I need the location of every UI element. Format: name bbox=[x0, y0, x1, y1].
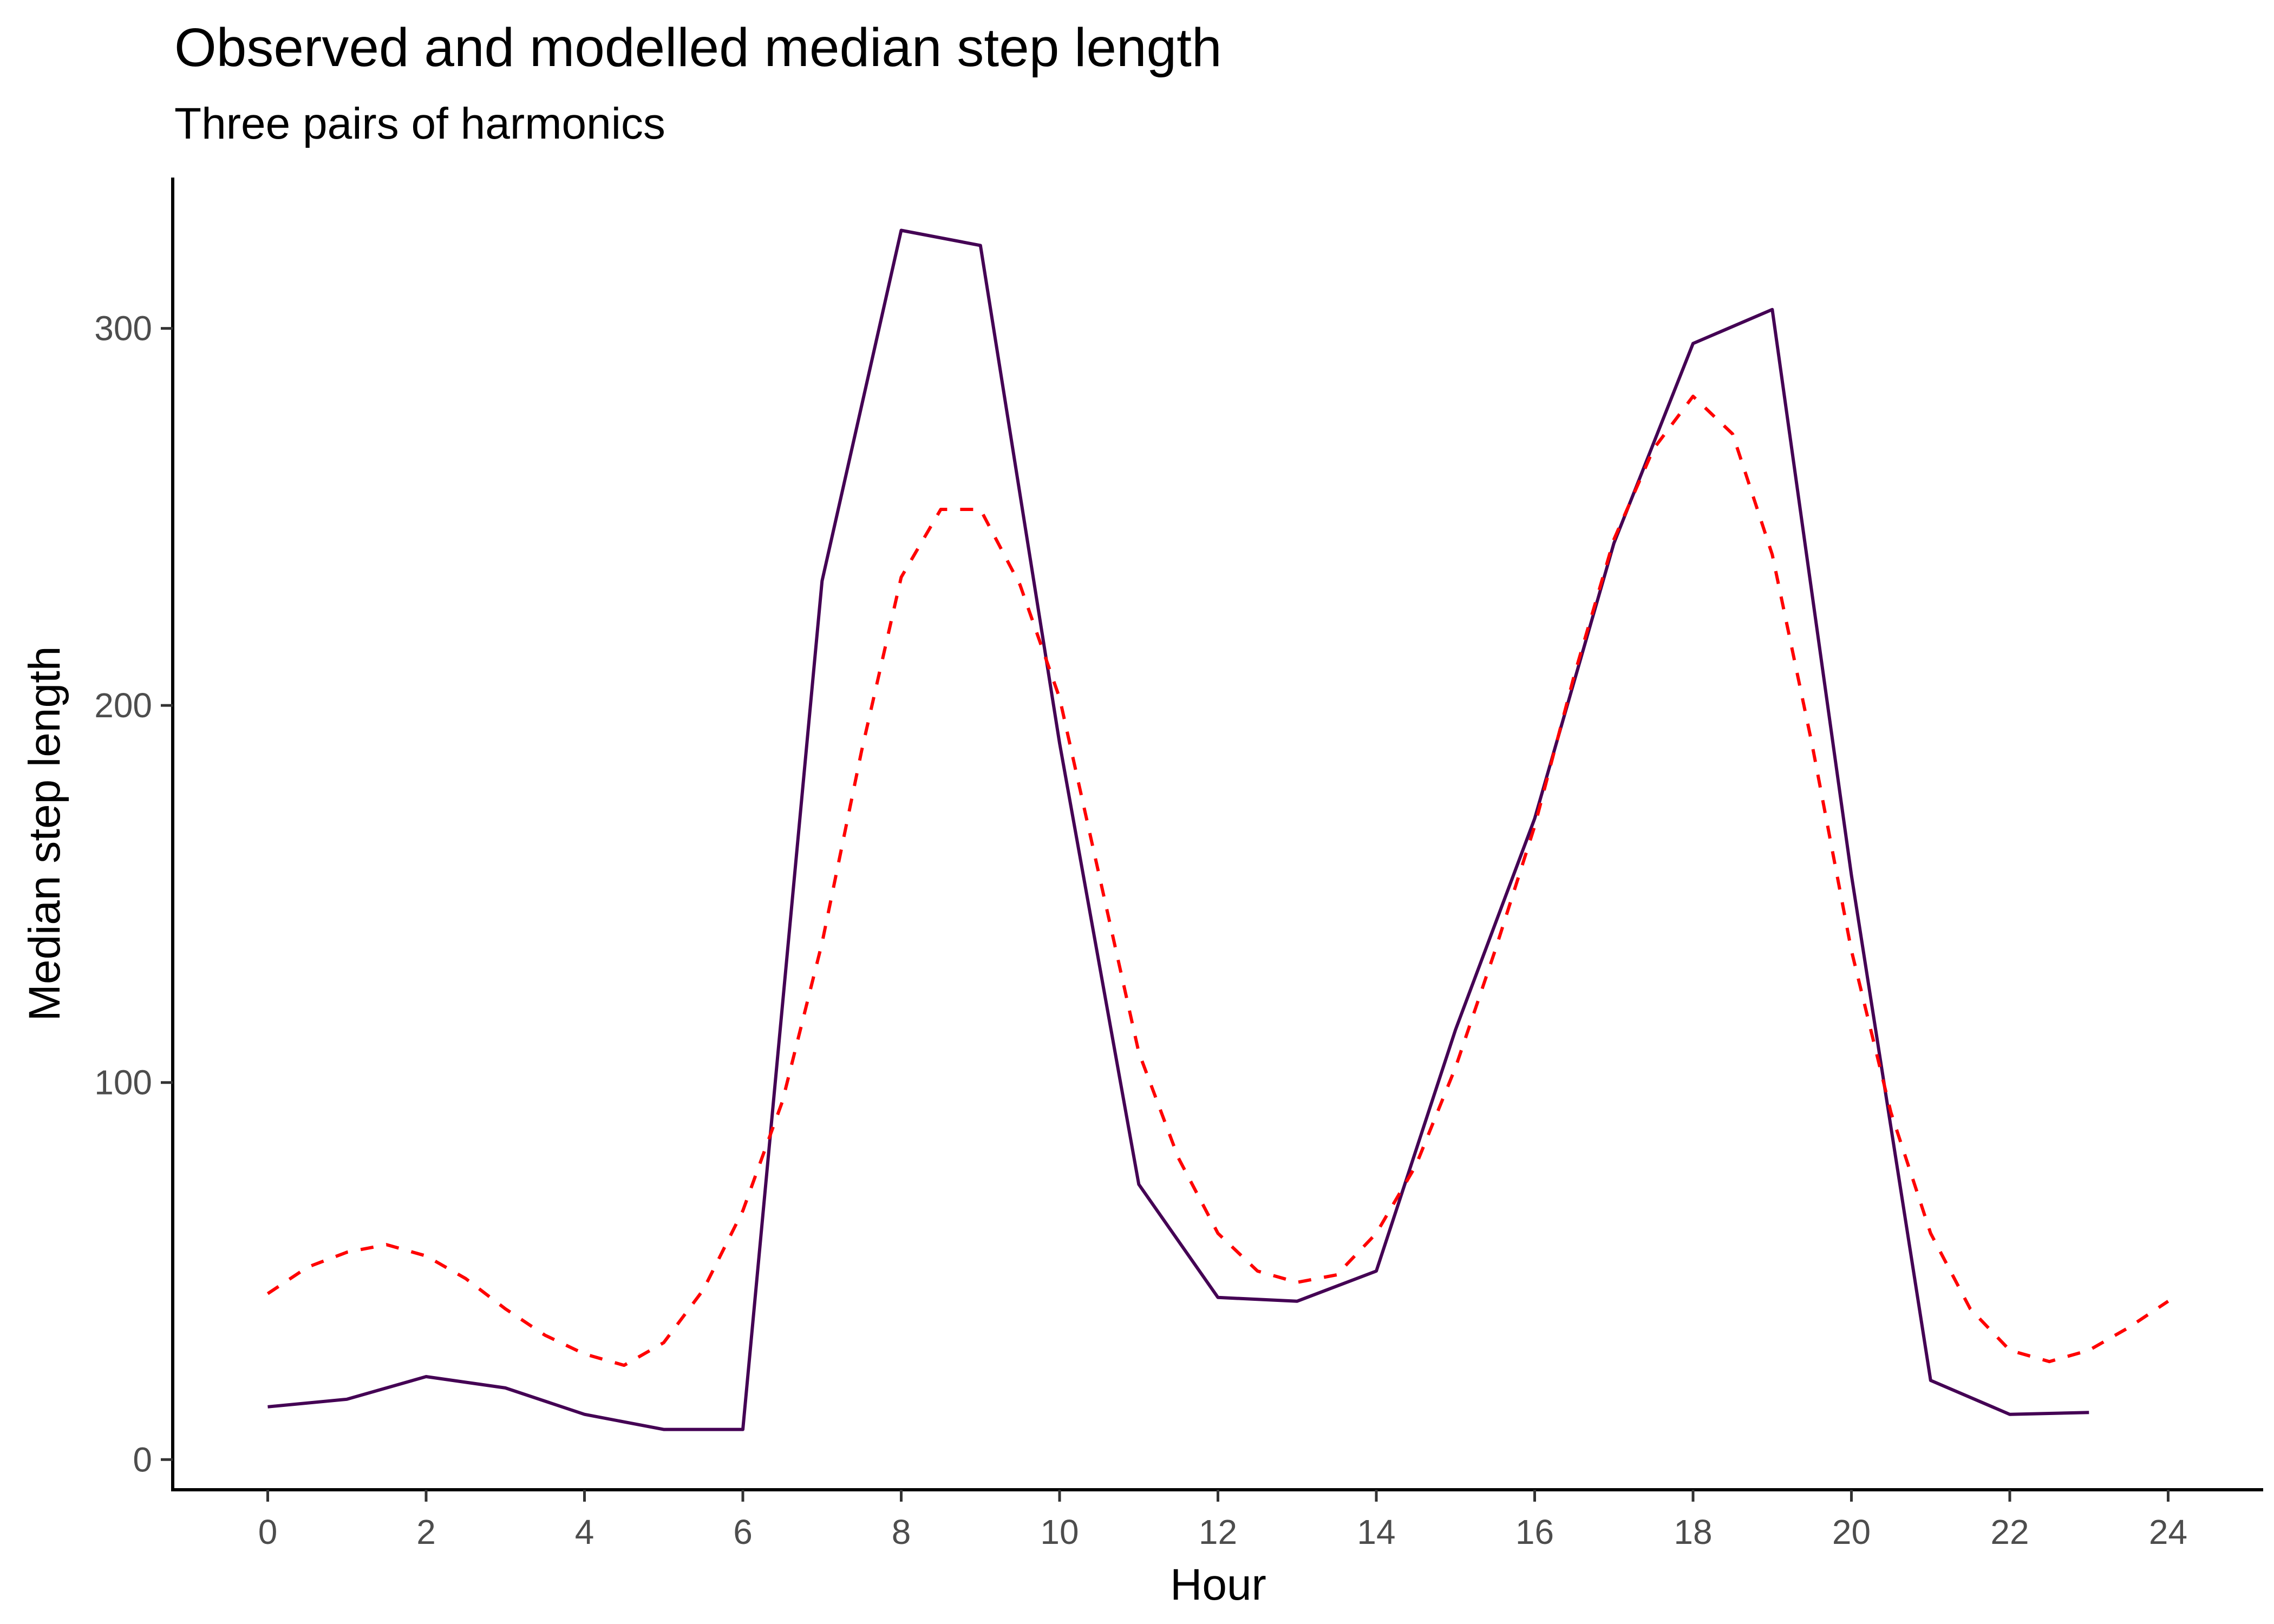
x-axis-ticks: 0 2 4 6 8 10 12 14 16 18 20 22 24 bbox=[258, 1490, 2187, 1551]
x-tick-label: 22 bbox=[1990, 1512, 2029, 1551]
x-tick-label: 18 bbox=[1674, 1512, 1712, 1551]
x-tick-label: 8 bbox=[892, 1512, 911, 1551]
x-tick-label: 12 bbox=[1199, 1512, 1237, 1551]
x-tick-label: 20 bbox=[1832, 1512, 1871, 1551]
x-tick-label: 2 bbox=[416, 1512, 436, 1551]
x-tick-label: 16 bbox=[1515, 1512, 1554, 1551]
series-layer bbox=[266, 228, 2170, 1431]
y-tick-label: 300 bbox=[94, 309, 152, 348]
x-axis-title: Hour bbox=[1170, 1560, 1266, 1609]
y-tick-label: 200 bbox=[94, 686, 152, 725]
y-tick-label: 100 bbox=[94, 1063, 152, 1102]
x-tick-label: 14 bbox=[1357, 1512, 1395, 1551]
chart-subtitle: Three pairs of harmonics bbox=[174, 99, 665, 148]
y-axis-ticks: 0 100 200 300 bbox=[94, 309, 173, 1479]
observed-series-line bbox=[267, 228, 2089, 1431]
y-axis-title: Median step length bbox=[20, 646, 69, 1021]
x-tick-label: 24 bbox=[2149, 1512, 2187, 1551]
modelled-series-line bbox=[266, 395, 2170, 1367]
chart-title: Observed and modelled median step length bbox=[174, 17, 1222, 78]
x-tick-label: 4 bbox=[575, 1512, 594, 1551]
y-tick-label: 0 bbox=[133, 1440, 152, 1479]
x-tick-label: 0 bbox=[258, 1512, 278, 1551]
x-tick-label: 6 bbox=[733, 1512, 753, 1551]
x-tick-label: 10 bbox=[1040, 1512, 1079, 1551]
